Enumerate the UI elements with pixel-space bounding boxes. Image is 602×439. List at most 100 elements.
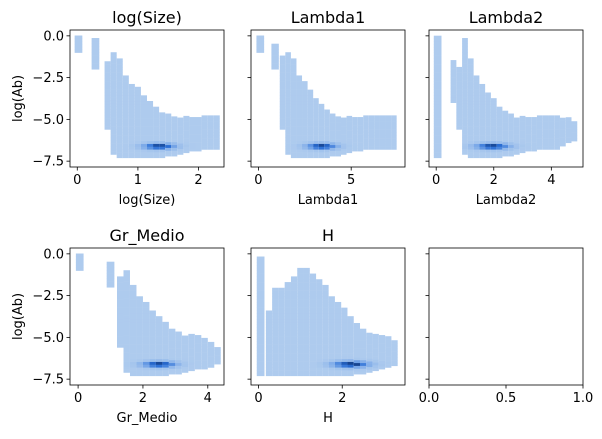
heatmap-cell <box>123 327 130 331</box>
heatmap-cell <box>536 132 543 136</box>
heatmap-cell <box>153 115 160 119</box>
heatmap-cell <box>285 60 291 64</box>
heatmap-cell <box>372 367 379 372</box>
heatmap-cell <box>385 146 392 150</box>
heatmap-cell <box>279 64 286 68</box>
heatmap-cell <box>279 69 286 73</box>
heatmap-cell <box>129 358 137 362</box>
heatmap-cell <box>284 344 291 348</box>
heatmap-cell <box>328 316 335 320</box>
heatmap-cell <box>194 363 202 367</box>
heatmap-cell <box>188 359 195 363</box>
heatmap-cell <box>296 140 303 144</box>
heatmap-cell <box>175 331 182 335</box>
heatmap-cell <box>128 140 135 144</box>
heatmap-cell <box>571 132 578 136</box>
heatmap-cell <box>168 331 176 335</box>
heatmap-cell <box>104 95 111 99</box>
heatmap-cell <box>207 344 215 348</box>
heatmap-cell <box>353 328 361 332</box>
heatmap-cell <box>296 115 303 119</box>
heatmap-cell <box>313 103 319 107</box>
heatmap-cell <box>303 273 310 277</box>
heatmap-cell <box>462 137 468 141</box>
subplot-title: log(Size) <box>112 8 182 27</box>
heatmap-cell <box>110 89 117 93</box>
heatmap-cell <box>571 124 578 128</box>
heatmap-cell <box>485 98 491 102</box>
heatmap-cell <box>385 132 392 136</box>
heatmap-cell <box>391 118 397 122</box>
heatmap-cell <box>360 345 367 349</box>
heatmap-cell <box>303 370 310 374</box>
heatmap-cell <box>290 313 298 317</box>
heatmap-cell <box>142 344 150 348</box>
heatmap-cell <box>117 344 124 348</box>
heatmap-cell <box>467 120 474 125</box>
heatmap-cell <box>565 137 572 141</box>
heatmap-cell <box>290 143 297 147</box>
heatmap-cell <box>313 106 319 110</box>
heatmap-cell <box>256 49 265 53</box>
heatmap-cell <box>467 95 474 99</box>
heatmap-cell <box>278 296 285 300</box>
heatmap-cell <box>366 341 373 345</box>
heatmap-cell <box>74 49 83 53</box>
heatmap-cell <box>110 114 117 118</box>
heatmap-cell <box>162 364 169 368</box>
heatmap-cell <box>128 106 135 110</box>
heatmap-cell <box>519 141 526 145</box>
heatmap-cell <box>290 301 298 306</box>
heatmap-cell <box>496 143 503 147</box>
y-tick-label: −2.5 <box>32 289 64 304</box>
heatmap-cell <box>290 58 297 62</box>
heatmap-cell <box>147 140 154 144</box>
subplot-title: Gr_Medio <box>109 226 184 246</box>
heatmap-cell <box>513 120 520 124</box>
heatmap-cell <box>456 118 463 122</box>
heatmap-cell <box>366 335 373 339</box>
heatmap-cell <box>335 127 341 131</box>
heatmap-cell <box>485 149 491 153</box>
heatmap-cell <box>162 361 169 365</box>
heatmap-cell <box>155 316 163 320</box>
heatmap-cell <box>285 80 291 84</box>
heatmap-cell <box>285 100 291 104</box>
heatmap-cell <box>194 343 202 347</box>
heatmap-cell <box>316 316 323 320</box>
heatmap-cell <box>155 353 163 357</box>
heatmap-cell <box>116 101 123 105</box>
heatmap-cell <box>378 366 386 370</box>
heatmap-cell <box>104 78 111 82</box>
heatmap-cell <box>175 345 182 349</box>
heatmap-cell <box>490 152 497 156</box>
heatmap-cell <box>175 365 182 369</box>
heatmap-cell <box>479 152 486 156</box>
heatmap-cell <box>175 340 182 344</box>
heatmap-cell <box>297 307 304 311</box>
heatmap-cell <box>272 327 279 331</box>
x-tick-label: 4 <box>204 391 212 406</box>
heatmap-cell <box>297 370 304 374</box>
heatmap-cell <box>117 296 124 300</box>
heatmap-cell <box>117 333 124 337</box>
heatmap-cell <box>450 60 457 64</box>
heatmap-cell <box>433 47 442 51</box>
heatmap-cell <box>123 312 130 316</box>
heatmap-cell <box>353 331 361 335</box>
heatmap-cell <box>297 358 304 362</box>
heatmap-cell <box>74 46 83 51</box>
heatmap-cell <box>316 355 323 360</box>
heatmap-cell <box>467 135 474 139</box>
heatmap-cell <box>379 143 386 147</box>
heatmap-cell <box>256 344 265 348</box>
heatmap-cell <box>279 112 286 116</box>
heatmap-cell <box>123 318 130 322</box>
heatmap-cell <box>479 120 486 125</box>
heatmap-cell <box>142 372 150 377</box>
heatmap-cell <box>162 341 169 345</box>
heatmap-cell <box>346 124 353 128</box>
heatmap-cell <box>554 118 560 122</box>
heatmap-cell <box>272 304 279 308</box>
heatmap-cell <box>140 118 147 122</box>
